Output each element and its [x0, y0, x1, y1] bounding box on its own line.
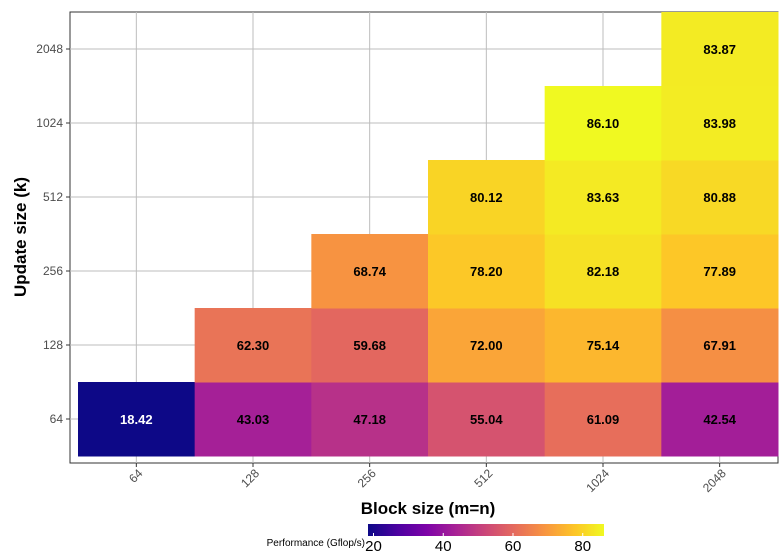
cell-value-label: 86.10	[587, 116, 620, 131]
heatmap-cell	[544, 86, 662, 161]
cell-value-labels: 18.42 43.03 47.18 55.04 61.09 42.54 62.30 59.68…	[120, 42, 737, 427]
legend-tick-label: 60	[505, 538, 522, 551]
color-legend: Performance (Gflop/s) 20 40 60 80	[267, 524, 604, 551]
heatmap-cell	[311, 382, 429, 457]
heatmap-cell	[661, 160, 779, 235]
heatmap-cell	[428, 382, 546, 457]
cell-value-label: 61.09	[587, 412, 620, 427]
heatmap-cell	[428, 160, 546, 235]
x-tick-label: 256	[355, 466, 379, 490]
heatmap-cell	[428, 234, 546, 309]
cell-value-label: 77.89	[703, 264, 736, 279]
y-axis-ticks: 64 128 256 512 1024 2048	[36, 42, 70, 426]
y-axis-title: Update size (k)	[11, 177, 30, 297]
heatmap-cells	[78, 12, 779, 457]
heatmap-cell	[428, 308, 546, 383]
y-tick-label: 1024	[36, 116, 63, 130]
cell-value-label: 42.54	[703, 412, 736, 427]
cell-value-label: 80.12	[470, 190, 503, 205]
legend-colorbar	[368, 524, 604, 536]
y-tick-label: 64	[50, 412, 64, 426]
legend-tick-label: 20	[365, 538, 382, 551]
cell-value-label: 55.04	[470, 412, 503, 427]
heatmap-cell	[544, 308, 662, 383]
heatmap-cell	[661, 234, 779, 309]
heatmap-cell	[661, 308, 779, 383]
cell-value-label: 82.18	[587, 264, 620, 279]
cell-value-label: 67.91	[703, 338, 736, 353]
x-tick-label: 64	[126, 466, 146, 486]
x-axis-title: Block size (m=n)	[361, 499, 496, 518]
heatmap-cell	[194, 382, 312, 457]
legend-tick-label: 80	[574, 538, 591, 551]
cell-value-label: 18.42	[120, 412, 153, 427]
heatmap-cell	[311, 234, 429, 309]
heatmap-cell	[661, 382, 779, 457]
y-tick-label: 128	[43, 338, 63, 352]
x-tick-label: 2048	[700, 466, 729, 495]
cell-value-label: 47.18	[353, 412, 386, 427]
cell-value-label: 80.88	[703, 190, 736, 205]
cell-value-label: 75.14	[587, 338, 620, 353]
cell-value-label: 72.00	[470, 338, 503, 353]
heatmap-cell	[661, 86, 779, 161]
cell-value-label: 78.20	[470, 264, 503, 279]
legend-tick-label: 40	[435, 538, 452, 551]
heatmap-cell	[544, 234, 662, 309]
heatmap-cell	[78, 382, 196, 457]
x-tick-label: 128	[238, 466, 262, 490]
x-tick-label: 512	[471, 466, 495, 490]
x-tick-label: 1024	[583, 466, 612, 495]
heatmap-cell	[544, 160, 662, 235]
cell-value-label: 83.87	[703, 42, 736, 57]
heatmap-cell	[194, 308, 312, 383]
legend-ticks: 20 40 60 80	[365, 533, 591, 551]
cell-value-label: 83.63	[587, 190, 620, 205]
heatmap-cell	[544, 382, 662, 457]
cell-value-label: 62.30	[237, 338, 270, 353]
y-tick-label: 256	[43, 264, 63, 278]
legend-title: Performance (Gflop/s)	[267, 538, 365, 549]
cell-value-label: 59.68	[353, 338, 386, 353]
x-axis-ticks: 64 128 256 512 1024 2048	[126, 463, 729, 495]
cell-value-label: 68.74	[353, 264, 386, 279]
cell-value-label: 43.03	[237, 412, 270, 427]
cell-value-label: 83.98	[703, 116, 736, 131]
y-tick-label: 2048	[36, 42, 63, 56]
heatmap-cell	[661, 12, 779, 87]
y-tick-label: 512	[43, 190, 63, 204]
heatmap-cell	[311, 308, 429, 383]
